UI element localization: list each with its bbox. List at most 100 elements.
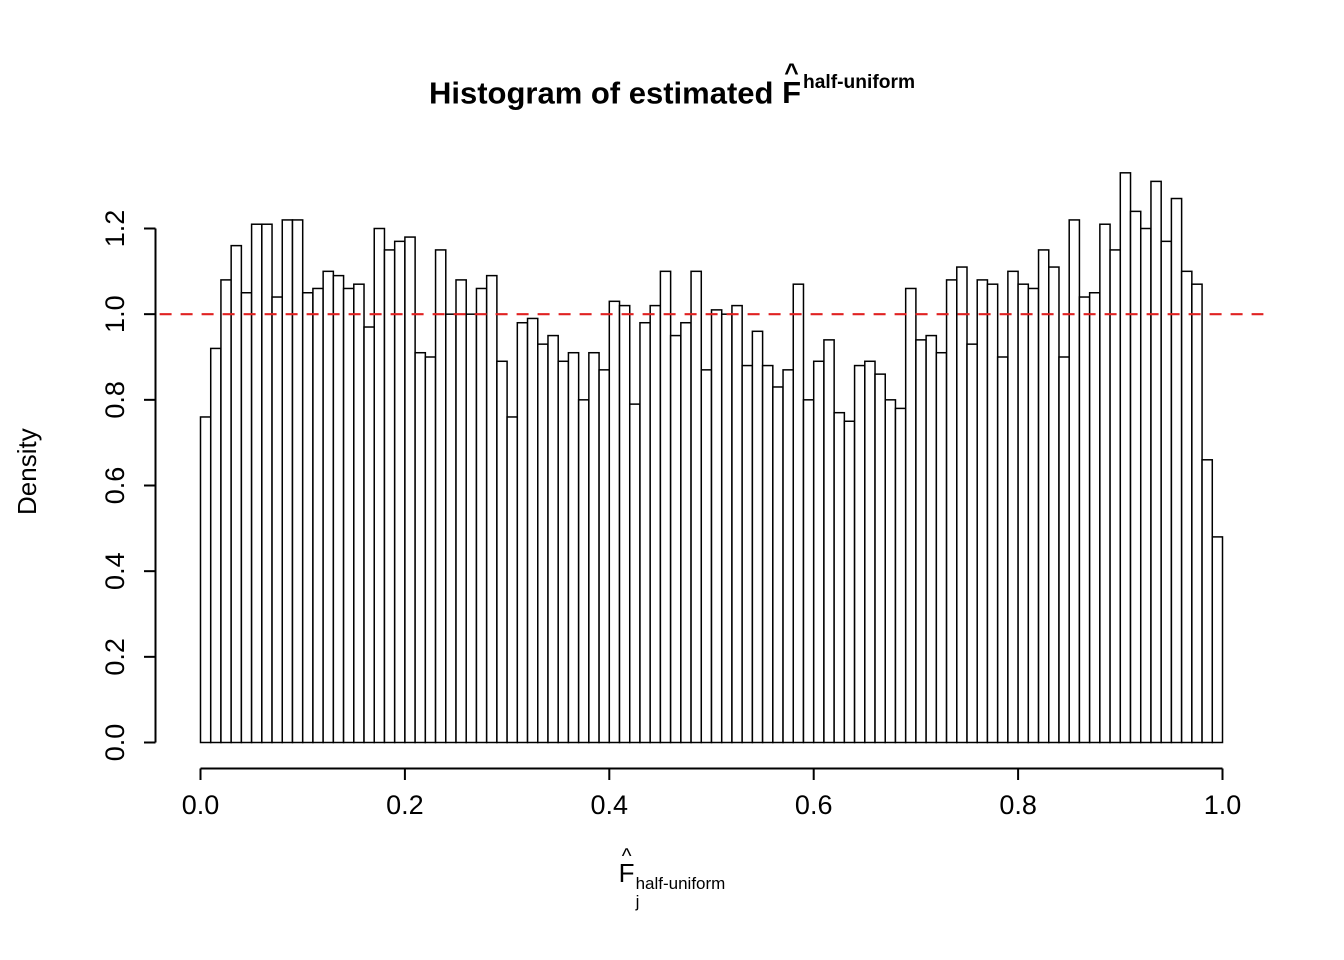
histogram-bar <box>761 364 774 744</box>
histogram-bar <box>1139 227 1152 744</box>
histogram-bar <box>230 244 243 744</box>
histogram-bar <box>598 369 611 744</box>
histogram-bar <box>485 274 498 744</box>
histogram-bar <box>996 356 1009 744</box>
histogram-bar <box>240 292 253 744</box>
histogram-bar <box>373 227 386 744</box>
histogram-bar <box>986 283 999 744</box>
histogram-bar <box>557 360 570 744</box>
histogram-bar <box>209 347 222 744</box>
histogram-bar <box>475 287 488 744</box>
histogram-bar <box>567 351 580 744</box>
x-tick-label: 1.0 <box>1204 790 1242 820</box>
histogram-bar <box>1129 210 1142 744</box>
histogram-bar <box>1150 180 1162 744</box>
histogram-bar <box>956 266 968 744</box>
histogram-bar <box>628 403 641 744</box>
histogram-bar <box>1201 459 1214 744</box>
histogram-bar <box>506 416 519 744</box>
y-tick-label: 1.0 <box>100 295 130 333</box>
histogram-bar <box>1099 223 1111 744</box>
histogram-bar <box>700 369 713 744</box>
x-tick-label: 0.0 <box>182 790 220 820</box>
histogram-bar <box>618 304 631 744</box>
histogram-bar <box>1058 356 1070 744</box>
title-superscript: half-uniform <box>803 72 916 93</box>
histogram-bar <box>812 360 825 744</box>
x-tick-label: 0.8 <box>999 790 1037 820</box>
histogram-bar <box>915 339 927 744</box>
histogram-bar <box>1160 240 1173 744</box>
title-f: F <box>782 75 802 111</box>
xlabel-superscript: half-uniform <box>635 874 726 893</box>
histogram-bar <box>884 399 897 744</box>
histogram-bar <box>1170 197 1183 744</box>
y-tick-label: 0.8 <box>100 381 130 419</box>
histogram-bar <box>383 249 396 744</box>
histogram-bar <box>966 343 978 744</box>
histogram-bar <box>393 240 406 744</box>
histogram-bar <box>731 304 743 744</box>
hat-icon: ^ <box>784 59 799 87</box>
y-tick-label: 0.2 <box>100 638 130 676</box>
histogram-bar <box>220 279 232 744</box>
histogram-bar <box>1088 292 1101 744</box>
histogram-bar <box>414 351 427 744</box>
histogram-bar <box>772 386 784 744</box>
histogram-bar <box>659 270 672 744</box>
histogram-bar <box>465 313 478 744</box>
title-prefix: Histogram of estimated <box>428 75 783 111</box>
histogram-bar <box>322 270 335 744</box>
histogram-bar <box>577 399 590 744</box>
histogram-bar <box>547 334 559 744</box>
histogram-bar <box>353 283 365 744</box>
histogram-bar <box>925 334 938 744</box>
histogram-bar <box>710 309 723 744</box>
histogram-bar <box>434 249 447 744</box>
histogram-bar <box>741 364 754 744</box>
histogram-bar <box>1007 270 1019 744</box>
x-tick-label: 0.2 <box>386 790 424 820</box>
histogram-bar <box>853 364 866 744</box>
histogram-bar <box>1068 219 1081 744</box>
histogram-bar <box>823 339 835 744</box>
xlabel-scripts: half-uniform j <box>636 875 726 911</box>
histogram-bar <box>496 360 508 744</box>
histogram-bar <box>680 321 692 744</box>
y-axis-label: Density <box>12 428 42 515</box>
histogram-bar <box>649 304 662 744</box>
histogram-bar <box>1027 287 1040 744</box>
histogram-bar <box>1180 270 1193 744</box>
histogram-bar <box>720 313 733 744</box>
histogram-bar <box>690 270 703 744</box>
histogram-bar <box>1048 266 1060 744</box>
y-tick-label: 0.4 <box>100 552 130 590</box>
histogram-bar <box>271 296 284 744</box>
histogram-bar <box>281 219 294 744</box>
xlabel-subscript: j <box>635 891 640 911</box>
histogram-bar <box>833 411 846 744</box>
histogram-bar <box>261 223 273 744</box>
histogram-bar <box>1017 283 1030 744</box>
histogram-bar <box>1109 249 1122 744</box>
histogram-bar <box>669 334 682 744</box>
xlabel-f-hat: ^ F <box>619 846 635 889</box>
hat-icon: ^ <box>621 844 632 868</box>
title-f-hat: ^ F <box>782 61 802 111</box>
histogram-bar <box>802 399 815 744</box>
histogram-bar <box>904 287 917 744</box>
histogram-bar <box>894 407 907 744</box>
histogram-bar <box>301 292 314 744</box>
histogram-bar <box>250 223 263 744</box>
histogram-bar <box>1211 536 1224 744</box>
histogram-bar <box>639 321 651 744</box>
histogram-bar <box>332 274 345 744</box>
histogram-bar <box>874 373 886 744</box>
histogram-bar <box>455 279 467 744</box>
histogram-bar <box>516 321 529 744</box>
y-tick-label: 0.6 <box>100 467 130 505</box>
x-tick-label: 0.4 <box>591 790 629 820</box>
